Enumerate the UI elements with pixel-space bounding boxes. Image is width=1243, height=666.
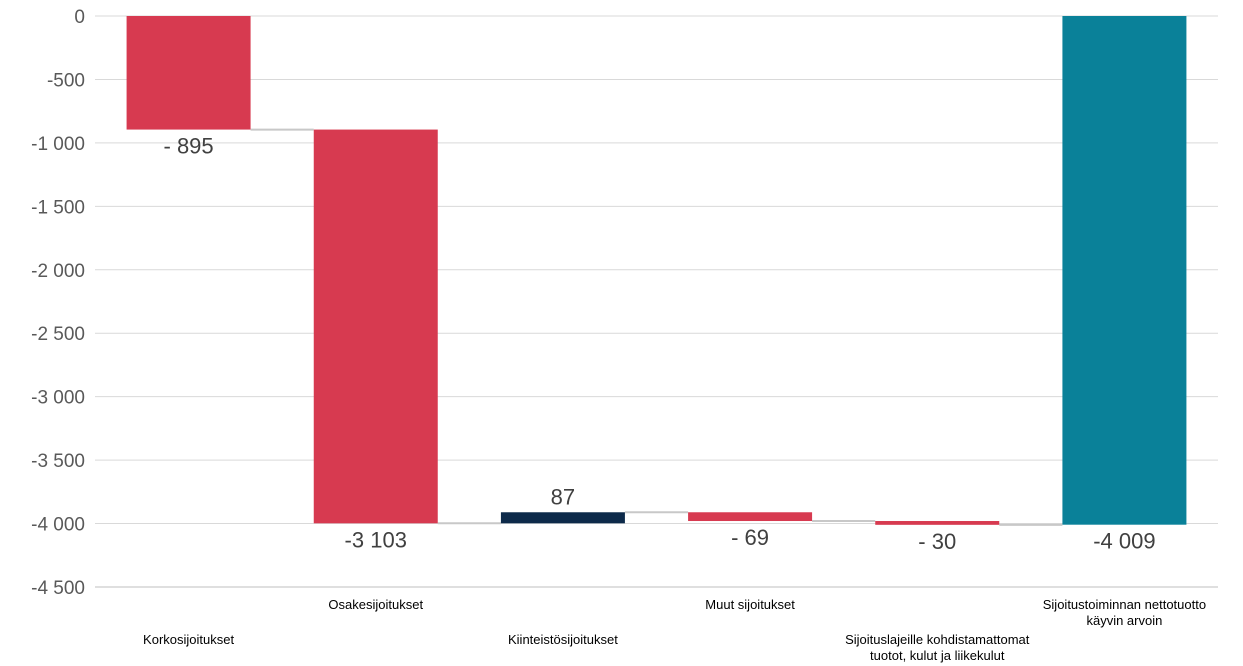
x-category-label: Kiinteistösijoitukset	[508, 632, 618, 647]
bars	[126, 16, 1187, 525]
y-axis: 0 -500 -1 000 -1 500 -2 000 -2 500 -3 000 -3 50…	[31, 7, 85, 599]
x-category-label: Muut sijoitukset	[705, 597, 795, 612]
data-label: - 69	[731, 525, 769, 550]
y-tick-label: -3 500	[31, 451, 85, 472]
y-tick-label: -4 000	[31, 515, 85, 536]
data-label: -3 103	[345, 527, 407, 552]
bar-decrease	[875, 521, 1000, 525]
data-label: - 30	[918, 529, 956, 554]
x-category-label: Korkosijoitukset	[143, 632, 234, 647]
bar-increase	[500, 512, 625, 524]
y-tick-label: -2 000	[31, 261, 85, 282]
bar-decrease	[126, 16, 251, 130]
data-label: - 895	[164, 134, 214, 159]
y-tick-label: -1 500	[31, 197, 85, 218]
y-tick-label: -500	[47, 70, 85, 91]
y-tick-label: 0	[74, 7, 85, 28]
y-tick-label: -2 500	[31, 324, 85, 345]
data-label: -4 009	[1093, 529, 1155, 554]
bar-total	[1062, 16, 1187, 525]
x-category-label: Sijoitustoiminnan nettotuotto käyvin arvo…	[1043, 597, 1206, 628]
x-axis: Korkosijoitukset Osakesijoitukset Kiinteis…	[143, 597, 1206, 663]
y-tick-label: -3 000	[31, 388, 85, 409]
gridlines	[95, 15, 1218, 588]
y-tick-label: -4 500	[31, 578, 85, 599]
bar-decrease	[313, 129, 438, 524]
connector-lines	[250, 128, 1063, 526]
x-category-label: Sijoituslajeille kohdistamattomat tuotot,…	[845, 632, 1030, 663]
bar-decrease	[688, 512, 813, 522]
x-category-label: Osakesijoitukset	[328, 597, 423, 612]
data-label: 87	[551, 484, 575, 509]
y-tick-label: -1 000	[31, 134, 85, 155]
data-labels: - 895 -3 103 87 - 69 - 30 -4 009	[164, 134, 1156, 554]
